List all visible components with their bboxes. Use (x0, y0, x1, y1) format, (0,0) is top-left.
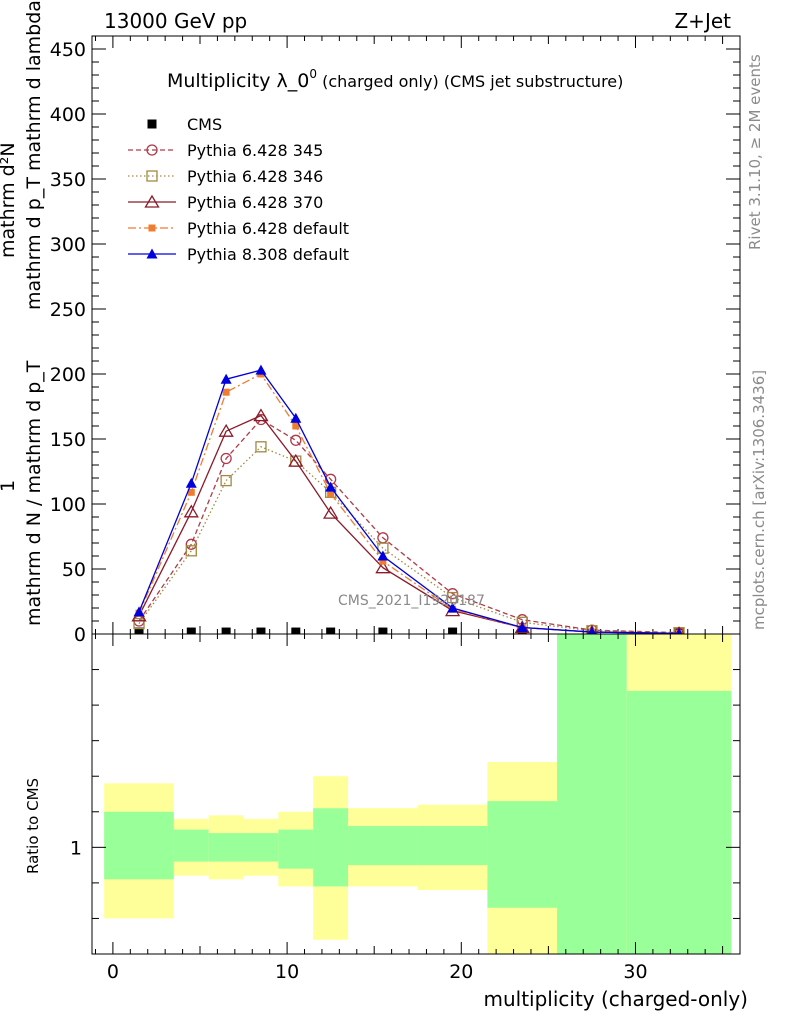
ratio-band-inner-10 (626, 690, 732, 954)
legend: CMS Pythia 6.428 345 Pythia 6.428 346 Pythi… (128, 115, 349, 264)
point-p6def (187, 488, 195, 496)
point-p8def (587, 626, 597, 634)
ylabel-top-den: mathrm d p_T mathrm d lambda (23, 0, 45, 310)
point-cms (134, 627, 144, 634)
point-p8def (185, 477, 197, 488)
point-p6def (292, 422, 300, 430)
series-line-p345 (138, 418, 680, 634)
legend-label-cms: CMS (187, 115, 222, 134)
legend-marker-p346 (146, 170, 158, 182)
watermark: CMS_2021_I1920187 (338, 593, 485, 609)
ratio-band-inner-1 (173, 829, 209, 862)
ratio-band-inner-2 (208, 833, 244, 862)
ratio-frame (91, 633, 741, 955)
legend-label-p6def: Pythia 6.428 default (187, 219, 349, 238)
point-p370 (323, 505, 339, 519)
ylabel-bottom-den: mathrm d N / mathrm d p_T (23, 360, 45, 626)
point-p8def (325, 481, 337, 492)
point-p346 (133, 617, 145, 630)
point-cms (186, 627, 196, 634)
point-p8def (290, 412, 302, 423)
x-tick-label: 0 (107, 961, 119, 983)
ratio-panel: 0 10 20 30 1 (70, 633, 741, 983)
y-axis-label: mathrm d²N mathrm d p_T mathrm d lambda … (0, 0, 45, 626)
ratio-band-inner-0 (104, 811, 174, 880)
legend-marker-p345 (146, 144, 158, 156)
point-p370 (218, 423, 234, 437)
point-p6def (327, 490, 335, 498)
point-cms (256, 627, 266, 634)
legend-marker-cms (147, 119, 157, 129)
y-tick-label: 100 (50, 494, 86, 516)
ratio-band-inner-3 (243, 833, 279, 862)
y-tick-label: 400 (50, 104, 86, 126)
legend-label-p346: Pythia 6.428 346 (187, 167, 323, 186)
y-tick-label: 200 (50, 364, 86, 386)
point-cms (326, 627, 336, 634)
ratio-band-inner-9 (557, 634, 627, 954)
point-p6def (222, 388, 230, 396)
header-left: 13000 GeV pp (104, 9, 247, 33)
y-tick-label: 150 (50, 429, 86, 451)
y-tick-label: 0 (74, 624, 86, 646)
point-p8def (377, 550, 389, 561)
legend-label-p8def: Pythia 8.308 default (187, 245, 349, 264)
ratio-band-inner-8 (487, 801, 558, 908)
point-p345 (290, 434, 302, 446)
legend-marker-p370 (144, 194, 160, 208)
point-p345 (220, 452, 232, 465)
legend-label-p370: Pythia 6.428 370 (187, 193, 323, 212)
point-p8def (447, 602, 459, 613)
rivet-label: Rivet 3.1.10, ≥ 2M events (746, 54, 764, 250)
chart-title-suffix: (charged only) (CMS jet substructure) (317, 72, 623, 91)
ratio-band-inner-5 (313, 808, 349, 887)
ratio-band-inner-6 (348, 826, 418, 866)
point-p345 (185, 538, 197, 550)
point-p8def (133, 606, 145, 617)
ratio-tick-label: 1 (70, 837, 82, 859)
point-p346 (220, 474, 232, 487)
point-p370 (253, 408, 269, 422)
point-p370 (183, 504, 199, 518)
chart-title: Multiplicity λ_00 (charged only) (CMS je… (167, 67, 623, 92)
ratio-band-inner-4 (278, 829, 314, 869)
y-tick-label: 450 (50, 39, 86, 61)
ratio-y-label: Ratio to CMS (24, 778, 42, 874)
point-p346 (185, 545, 197, 557)
ylabel-bottom-num: 1 (0, 480, 19, 492)
point-cms (448, 627, 458, 634)
point-p370 (375, 560, 391, 574)
point-p346 (255, 441, 267, 453)
ratio-band-inner-7 (417, 826, 488, 866)
x-axis-label: multiplicity (charged-only) (483, 987, 748, 1011)
x-tick-label: 30 (623, 961, 647, 983)
legend-marker-p8def (146, 248, 158, 259)
mcplots-label: mcplots.cern.ch [arXiv:1306.3436] (750, 370, 768, 630)
legend-label-p345: Pythia 6.428 345 (187, 141, 323, 160)
point-p8def (516, 622, 528, 632)
legend-marker-p6def (148, 224, 156, 232)
point-cms (378, 627, 388, 634)
point-p6def (379, 557, 387, 565)
y-tick-label: 300 (50, 234, 86, 256)
y-tick-label: 350 (50, 169, 86, 191)
point-cms (221, 627, 231, 634)
chart-title-main: Multiplicity λ_0 (167, 70, 309, 92)
x-tick-label: 20 (449, 961, 473, 983)
point-p370 (288, 453, 304, 467)
point-p8def (220, 373, 232, 384)
y-tick-label: 250 (50, 299, 86, 321)
main-panel: 0 50 100 150 200 250 300 350 400 450 CMS Pythia 6.4… (50, 35, 741, 646)
header-right: Z+Jet (674, 9, 731, 33)
y-tick-label: 50 (62, 559, 86, 581)
point-p8def (675, 627, 683, 634)
ylabel-top-num: mathrm d²N (0, 142, 19, 258)
x-tick-label: 10 (275, 961, 299, 983)
point-p8def (255, 364, 267, 375)
point-cms (291, 627, 301, 634)
point-p345 (255, 413, 267, 426)
chart-title-sup: 0 (309, 67, 317, 81)
series-p8def (133, 364, 683, 634)
